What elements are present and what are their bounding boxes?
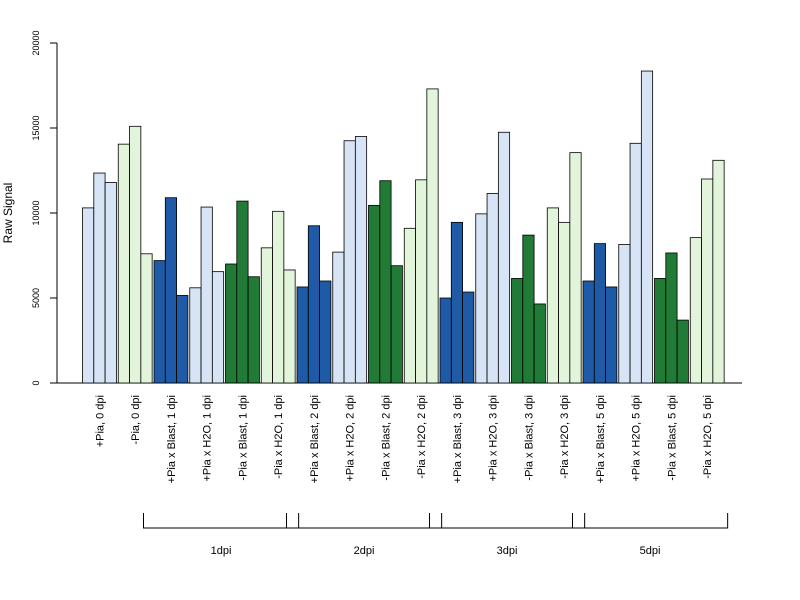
y-axis-title: Raw Signal	[1, 183, 15, 244]
bar	[260, 247, 273, 384]
bar	[426, 88, 439, 384]
y-tick-label: 0	[31, 380, 41, 385]
bar	[379, 180, 392, 384]
bar	[546, 207, 559, 384]
x-tick-label: +Pia, 0 dpi	[94, 395, 106, 447]
bar	[272, 210, 285, 384]
bar	[296, 286, 309, 384]
x-tick-label: -Pia x H2O, 3 dpi	[559, 395, 571, 479]
bar	[211, 271, 225, 384]
bar	[676, 319, 689, 384]
group-bracket	[143, 513, 300, 529]
group-bracket	[286, 513, 443, 529]
bar	[522, 234, 535, 384]
group-label: 3dpi	[497, 545, 518, 557]
bar	[332, 251, 345, 384]
bar	[236, 200, 249, 384]
bar	[582, 280, 595, 384]
x-tick-label: +Pia x Blast, 5 dpi	[595, 395, 607, 483]
bar	[701, 178, 714, 384]
bar	[689, 237, 702, 384]
bar	[450, 221, 463, 384]
bars	[82, 70, 725, 384]
bar	[462, 291, 475, 384]
group-label: 2dpi	[354, 545, 375, 557]
bar	[307, 225, 320, 384]
x-tick-label: +Pia x Blast, 3 dpi	[452, 395, 464, 483]
x-tick-label: -Pia x Blast, 3 dpi	[523, 395, 535, 481]
bar	[511, 278, 524, 384]
bar	[403, 227, 416, 384]
y-tick-label: 10000	[31, 200, 41, 225]
bar	[283, 269, 296, 384]
bar	[117, 143, 130, 384]
bar	[569, 152, 582, 384]
bar	[629, 142, 642, 384]
x-tick-label: -Pia, 0 dpi	[130, 395, 142, 445]
bar	[82, 207, 95, 384]
bar	[93, 172, 106, 384]
bar	[104, 181, 117, 384]
x-tick-label: +Pia x H2O, 3 dpi	[488, 395, 500, 482]
bar	[618, 244, 631, 384]
group-bracket	[572, 513, 729, 529]
bar	[368, 204, 381, 384]
bar	[665, 252, 678, 384]
bar	[140, 253, 153, 384]
x-tick-label: -Pia x Blast, 1 dpi	[237, 395, 249, 481]
bar	[153, 260, 166, 384]
x-tick-label: -Pia x Blast, 5 dpi	[666, 395, 678, 481]
bar	[605, 286, 618, 384]
bar	[354, 136, 368, 384]
x-tick-label: +Pia x H2O, 1 dpi	[202, 395, 214, 482]
group-label: 1dpi	[211, 545, 232, 557]
x-tick-label: +Pia x Blast, 2 dpi	[309, 395, 321, 483]
bar	[558, 221, 571, 384]
x-tick-label: -Pia x H2O, 2 dpi	[416, 395, 428, 479]
bar	[189, 287, 202, 384]
x-tick-label: +Pia x H2O, 5 dpi	[631, 395, 643, 482]
y-tick-label: 5000	[31, 288, 41, 308]
bar	[319, 280, 332, 384]
bar	[176, 295, 189, 384]
bar	[533, 303, 546, 384]
bar	[486, 193, 499, 384]
bar	[247, 276, 260, 384]
group-bracket	[429, 513, 586, 529]
x-tick-label: -Pia x Blast, 2 dpi	[380, 395, 392, 481]
bar	[390, 265, 403, 384]
bar	[225, 263, 238, 384]
y-tick-label: 20000	[31, 30, 41, 55]
group-brackets: 1dpi 2dpi 3dpi 5dpi	[143, 513, 729, 557]
bar	[200, 206, 213, 384]
x-tick-label: +Pia x Blast, 1 dpi	[166, 395, 178, 483]
x-tick-label: +Pia x H2O, 2 dpi	[345, 395, 357, 482]
bar	[129, 125, 142, 384]
bar	[593, 243, 606, 384]
bar	[475, 213, 488, 384]
x-tick-label: -Pia x H2O, 1 dpi	[273, 395, 285, 479]
bar	[497, 131, 511, 384]
category-labels: +Pia, 0 dpi -Pia, 0 dpi +Pia x Blast, 1 dp…	[94, 395, 714, 483]
y-axis: 0 5000 10000 15000 20000	[31, 30, 58, 386]
bar	[712, 159, 725, 384]
bar	[654, 278, 667, 384]
bar	[439, 297, 452, 384]
x-tick-label: -Pia x H2O, 5 dpi	[702, 395, 714, 479]
y-tick-label: 15000	[31, 115, 41, 140]
bar	[164, 197, 178, 384]
bar	[415, 179, 428, 384]
bar	[640, 70, 654, 384]
bar	[343, 140, 356, 384]
group-label: 5dpi	[640, 545, 661, 557]
